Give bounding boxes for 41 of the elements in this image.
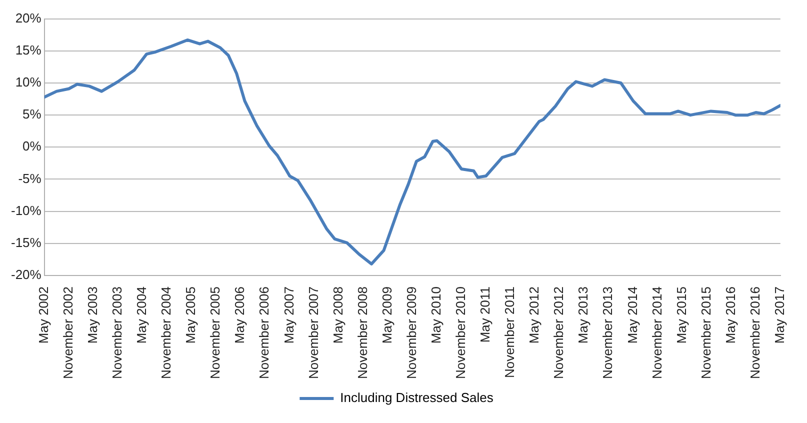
x-tick-label: November 2009 xyxy=(404,286,419,379)
y-tick-label: -15% xyxy=(10,234,42,250)
y-tick-label: 20% xyxy=(15,10,42,26)
x-tick-label: November 2012 xyxy=(551,286,566,379)
x-tick-label: May 2010 xyxy=(428,286,444,344)
x-tick-label: May 2016 xyxy=(722,286,738,344)
x-tick-label: May 2002 xyxy=(36,286,51,344)
x-tick-label: November 2014 xyxy=(649,286,664,379)
legend-label: Including Distressed Sales xyxy=(340,390,494,406)
y-tick-label: 5% xyxy=(22,106,42,122)
x-tick-label: November 2010 xyxy=(453,286,468,379)
x-tick-label: November 2007 xyxy=(306,286,321,379)
x-tick-label: November 2013 xyxy=(600,286,616,379)
x-tick-label: November 2004 xyxy=(158,286,174,379)
x-tick-label: May 2014 xyxy=(624,286,640,344)
x-tick-label: November 2015 xyxy=(698,286,714,379)
x-tick-label: May 2007 xyxy=(281,286,296,344)
x-tick-label: November 2006 xyxy=(256,286,272,379)
x-tick-label: May 2011 xyxy=(478,286,493,343)
x-tick-label: November 2005 xyxy=(208,286,223,379)
x-tick-label: November 2008 xyxy=(354,286,370,379)
y-tick-label: 10% xyxy=(15,74,42,90)
x-tick-label: November 2002 xyxy=(60,286,76,379)
y-tick-label: -20% xyxy=(10,267,42,282)
x-tick-label: May 2017 xyxy=(772,286,787,344)
x-tick-label: November 2016 xyxy=(747,286,762,379)
x-tick-label: May 2015 xyxy=(674,286,689,344)
x-tick-label: May 2006 xyxy=(232,286,248,344)
x-tick-label: May 2005 xyxy=(183,286,198,344)
y-tick-label: 0% xyxy=(22,138,42,154)
x-tick-label: May 2004 xyxy=(134,286,150,344)
x-tick-label: May 2009 xyxy=(379,286,394,344)
x-tick-label: May 2003 xyxy=(84,286,100,344)
x-tick-label: November 2011 xyxy=(502,286,518,378)
x-tick-label: May 2013 xyxy=(576,286,591,344)
y-tick-label: -10% xyxy=(10,202,42,218)
y-tick-label: 15% xyxy=(15,42,42,58)
y-tick-label: -5% xyxy=(18,170,42,186)
x-tick-label: November 2003 xyxy=(110,286,125,379)
x-tick-label: May 2008 xyxy=(330,286,346,344)
x-tick-label: May 2012 xyxy=(526,286,542,344)
